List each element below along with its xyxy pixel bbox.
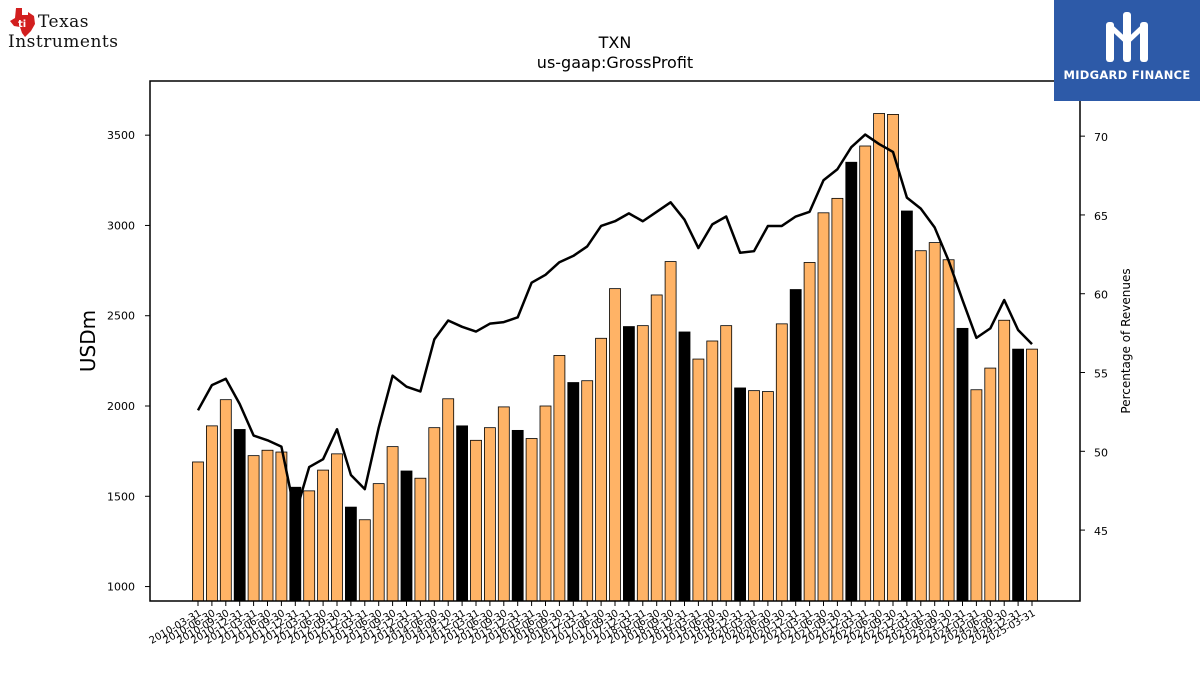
bar: [720, 325, 733, 602]
bar: [400, 470, 413, 602]
bar: [553, 355, 566, 602]
bar: [317, 469, 330, 602]
y2-tick-label: 50: [1094, 446, 1108, 459]
bar: [831, 197, 844, 602]
bar: [539, 405, 552, 602]
bar: [734, 387, 746, 602]
y2-tick-label: 45: [1094, 525, 1108, 538]
y-tick-label: 2500: [107, 310, 135, 323]
bar: [414, 477, 427, 602]
y2-tick-label: 70: [1094, 131, 1108, 144]
company-logo-line2: Instruments: [8, 32, 119, 52]
bar: [233, 429, 246, 602]
bar-series: [192, 113, 1038, 602]
y2-axis-label: Percentage of Revenues: [1119, 268, 1133, 413]
bar: [331, 453, 343, 602]
bar: [789, 289, 802, 602]
bar: [748, 390, 760, 602]
y2-tick-label: 65: [1094, 210, 1108, 223]
bar: [525, 438, 538, 602]
y-axis-label: USDm: [76, 310, 100, 372]
bar: [205, 425, 218, 602]
bar: [275, 451, 288, 602]
bar: [623, 326, 635, 602]
ti-state-icon: ti: [10, 8, 35, 37]
bar: [483, 427, 496, 602]
bar: [261, 449, 274, 602]
watermark-text: MIDGARD FINANCE: [1063, 68, 1191, 82]
bar: [845, 161, 858, 602]
bar: [358, 519, 371, 602]
company-logo: ti Texas Instruments: [6, 6, 146, 56]
y-tick-label: 3000: [107, 219, 135, 232]
y-tick-label: 1500: [107, 490, 135, 503]
chart-subtitle: us-gaap:GrossProfit: [537, 53, 693, 72]
bar: [706, 340, 719, 602]
bar: [372, 483, 385, 602]
bar: [970, 389, 983, 602]
y2-tick-label: 55: [1094, 368, 1108, 381]
bar: [984, 367, 997, 602]
bar: [581, 380, 594, 602]
svg-text:ti: ti: [18, 19, 26, 30]
bar: [442, 398, 455, 602]
y-tick-label: 2000: [107, 400, 135, 413]
bar: [303, 490, 316, 602]
chart-title: TXN: [598, 33, 632, 52]
bar: [692, 358, 705, 602]
bar: [428, 427, 441, 602]
bar: [928, 242, 941, 602]
bar: [650, 294, 663, 602]
bar: [859, 145, 872, 602]
bar: [914, 250, 927, 602]
bar: [609, 288, 621, 602]
bar: [344, 506, 357, 602]
bar: [817, 212, 830, 602]
bar: [386, 446, 399, 602]
bar: [775, 323, 788, 602]
bar: [595, 337, 607, 602]
company-logo-line1: Texas: [38, 12, 90, 32]
line-series: [196, 133, 1033, 516]
bar: [636, 325, 649, 602]
bar: [901, 210, 913, 602]
bar: [942, 259, 955, 602]
bar: [456, 425, 469, 602]
y-axis-left: 1000 1500 2000 2500 3000 3500: [107, 129, 150, 594]
y2-tick-label: 60: [1094, 289, 1108, 302]
x-axis: 2010-03-312010-06-302010-09-302010-12-31…: [148, 601, 1038, 647]
line-percentage-of-revenues: [196, 133, 1033, 516]
bar: [678, 331, 691, 602]
bar: [803, 262, 816, 602]
bar: [762, 391, 774, 602]
midgard-m-icon: [1106, 12, 1148, 62]
bar: [664, 261, 677, 602]
bar: [873, 113, 885, 602]
bar: [567, 382, 580, 602]
bar: [998, 319, 1011, 602]
bar: [470, 439, 482, 602]
watermark-logo: MIDGARD FINANCE: [1054, 0, 1200, 101]
bar: [192, 461, 204, 602]
bar: [1026, 348, 1038, 602]
y-axis-right: 45 50 55 60 65 70: [1080, 131, 1108, 538]
bar: [219, 399, 232, 602]
bar: [497, 406, 510, 602]
bar: [247, 455, 260, 602]
bar: [1012, 348, 1024, 602]
bar: [887, 114, 899, 602]
y-tick-label: 3500: [107, 129, 135, 142]
y-tick-label: 1000: [107, 581, 135, 594]
bar: [956, 327, 969, 602]
bar: [511, 429, 524, 602]
